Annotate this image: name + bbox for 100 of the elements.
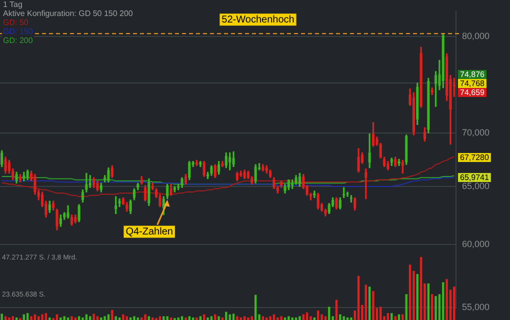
bar <box>394 316 396 320</box>
bar <box>12 316 14 320</box>
bar <box>82 317 84 320</box>
bar <box>41 314 44 320</box>
bar <box>92 314 95 320</box>
bar <box>78 316 80 320</box>
bar <box>63 316 66 320</box>
bar <box>243 316 246 320</box>
bar <box>196 317 198 320</box>
bar <box>60 317 62 320</box>
bar <box>180 316 184 320</box>
bar <box>66 317 70 320</box>
bar <box>294 317 298 320</box>
bar <box>152 317 154 320</box>
bar <box>430 294 434 320</box>
bar <box>416 274 418 320</box>
y-tick-label: 60,000 <box>462 238 490 249</box>
bar <box>390 313 393 320</box>
bar <box>364 284 368 320</box>
bar <box>402 314 404 320</box>
bar <box>0 314 3 320</box>
bar <box>225 312 228 320</box>
bar <box>420 257 422 320</box>
text: GD: 50 <box>3 18 29 28</box>
bar <box>453 286 456 320</box>
bar <box>166 316 168 320</box>
bar <box>405 294 408 320</box>
bar <box>298 316 301 320</box>
bar <box>118 317 121 320</box>
y-tick-label: 70,000 <box>462 127 490 138</box>
bar <box>284 317 286 320</box>
bar <box>247 317 250 320</box>
bar <box>15 317 18 320</box>
ref-line-label: 52-Wochenhoch <box>222 14 294 26</box>
text: 74,876 <box>460 70 486 80</box>
bar <box>324 316 327 320</box>
annotation: Q4-Zahlen <box>126 226 173 238</box>
bar <box>162 316 165 320</box>
text: 74,768 <box>460 79 486 88</box>
bar <box>170 317 172 320</box>
bar <box>148 316 150 320</box>
bar <box>4 316 7 320</box>
bar <box>133 316 136 320</box>
bar <box>48 317 51 320</box>
bar <box>254 294 257 320</box>
text: GD: 150 <box>3 27 34 36</box>
bar <box>357 276 360 320</box>
bar <box>70 316 73 320</box>
bar <box>218 316 220 320</box>
bar <box>26 313 29 320</box>
bar <box>434 296 437 320</box>
bar <box>210 316 213 320</box>
bar <box>221 317 224 320</box>
bar <box>30 316 32 320</box>
bar <box>88 316 92 320</box>
bar <box>386 313 390 320</box>
bar <box>372 291 374 320</box>
bar <box>446 279 448 320</box>
bar <box>38 316 40 320</box>
bar <box>408 264 412 320</box>
text: 65,9741 <box>460 173 490 182</box>
bar <box>104 316 106 320</box>
bar <box>136 317 140 320</box>
bar <box>316 310 320 320</box>
bar <box>335 300 338 320</box>
bar <box>122 314 124 320</box>
text: 67,7280 <box>460 153 490 162</box>
bar <box>368 286 371 320</box>
bar <box>232 314 235 320</box>
bar <box>228 314 231 320</box>
chart-title: 1 Tag <box>3 0 22 10</box>
bar <box>313 317 316 320</box>
bar <box>266 317 268 320</box>
bar <box>427 283 430 320</box>
y-tick-label: 55,000 <box>462 302 490 312</box>
bar <box>306 312 308 320</box>
bar <box>8 317 10 320</box>
y-tick-label: 65,000 <box>462 180 490 191</box>
bar <box>44 313 48 320</box>
bar <box>240 317 242 320</box>
bar <box>288 316 290 320</box>
bar <box>206 317 209 320</box>
y-tick-label: 80,000 <box>462 30 490 41</box>
bar <box>350 317 352 320</box>
bar <box>126 316 128 320</box>
bar <box>236 316 238 320</box>
bar <box>177 317 180 320</box>
bar <box>144 314 146 320</box>
bar <box>280 316 282 320</box>
bar <box>114 316 117 320</box>
bar <box>188 316 190 320</box>
bar <box>199 316 202 320</box>
bar <box>269 316 272 320</box>
bar <box>250 316 254 320</box>
bar <box>342 316 345 320</box>
bar <box>129 317 132 320</box>
bar <box>96 316 99 320</box>
bar <box>192 317 194 320</box>
bar <box>320 314 323 320</box>
bar <box>262 316 264 320</box>
